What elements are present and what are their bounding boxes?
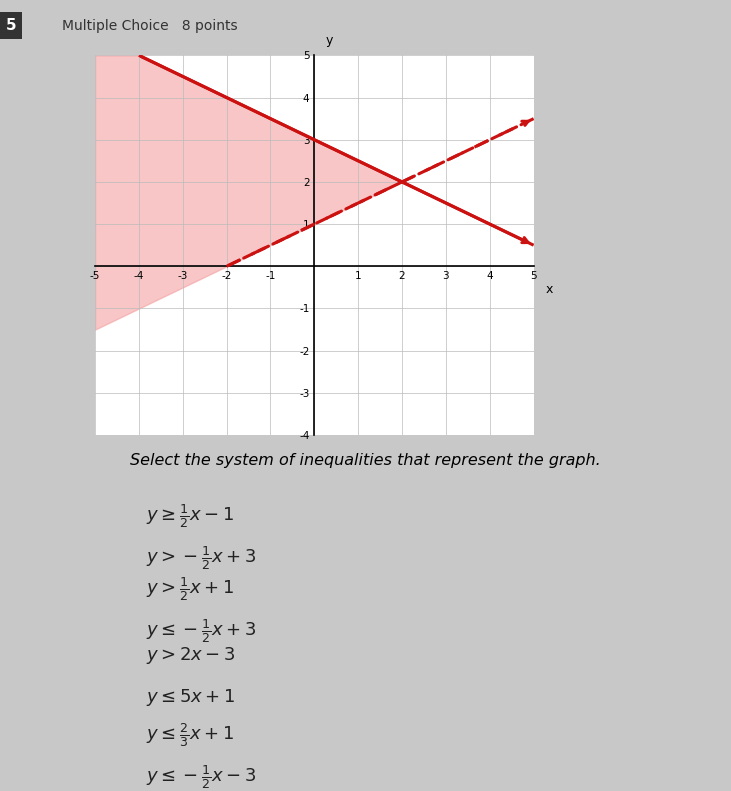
Text: $y > 2x - 3$: $y > 2x - 3$: [146, 645, 235, 666]
Text: $y > -\frac{1}{2}x + 3$: $y > -\frac{1}{2}x + 3$: [146, 544, 257, 572]
Text: $y \leq -\frac{1}{2}x - 3$: $y \leq -\frac{1}{2}x - 3$: [146, 763, 257, 791]
Text: $y \leq \frac{2}{3}x + 1$: $y \leq \frac{2}{3}x + 1$: [146, 721, 234, 749]
Text: $y \leq -\frac{1}{2}x + 3$: $y \leq -\frac{1}{2}x + 3$: [146, 617, 257, 645]
Text: Multiple Choice   8 points: Multiple Choice 8 points: [62, 19, 238, 32]
Text: x: x: [545, 283, 553, 296]
Text: $y > \frac{1}{2}x + 1$: $y > \frac{1}{2}x + 1$: [146, 575, 234, 603]
Text: $y \geq \frac{1}{2}x - 1$: $y \geq \frac{1}{2}x - 1$: [146, 502, 234, 530]
Text: 5: 5: [6, 18, 16, 33]
Text: $y \leq 5x + 1$: $y \leq 5x + 1$: [146, 687, 235, 708]
Text: y: y: [325, 34, 333, 47]
Text: Select the system of inequalities that represent the graph.: Select the system of inequalities that r…: [130, 453, 601, 468]
